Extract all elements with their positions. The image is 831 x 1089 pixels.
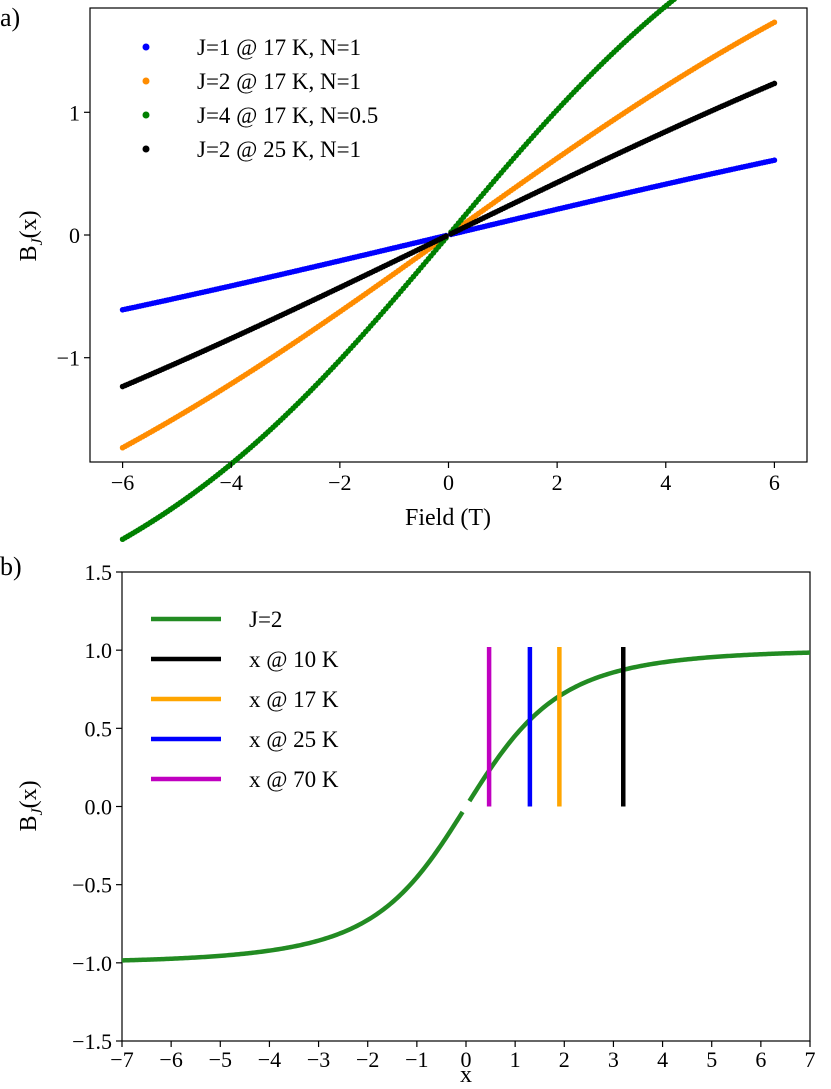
x-tick-label: 2 — [552, 470, 563, 495]
series-4 — [119, 80, 778, 390]
y-tick-label: 0.5 — [85, 716, 113, 741]
panel-a: a) −6 −4 −2 0 2 4 6 −1 0 1 Field (T) BJ(x) J=1 @… — [0, 0, 808, 543]
data-point — [771, 157, 778, 163]
panel-a-label: a) — [0, 3, 20, 32]
y-tick-label: −1.0 — [72, 951, 112, 976]
x-tick-label: −4 — [258, 1047, 281, 1072]
panel-b-x-ticks: −7 −6 −5 −4 −3 −2 −1 0 1 2 3 4 5 6 7 — [110, 1041, 816, 1072]
panel-b-frame — [121, 571, 811, 1042]
panel-a-x-axis-label: Field (T) — [405, 505, 491, 531]
y-tick-label: −1 — [57, 346, 80, 371]
x-tick-label: −7 — [110, 1047, 133, 1072]
y-tick-label: 1.5 — [85, 560, 113, 585]
y-tick-label: −0.5 — [72, 873, 112, 898]
x-tick-label: −2 — [356, 1047, 379, 1072]
panel-b-y-axis-label: BJ(x) — [16, 780, 46, 831]
legend-marker — [142, 111, 150, 119]
x-tick-label: 4 — [657, 1047, 668, 1072]
x-tick-label: 6 — [755, 1047, 766, 1072]
legend-label: J=2 — [249, 607, 282, 632]
x-tick-label: 1 — [510, 1047, 521, 1072]
data-point — [771, 19, 778, 26]
panel-b-legend: J=2 x @ 10 K x @ 17 K x @ 25 K x @ 70 K — [151, 607, 339, 792]
x-tick-label: 5 — [706, 1047, 717, 1072]
panel-a-legend: J=1 @ 17 K, N=1 J=2 @ 17 K, N=1 J=4 @ 17 K… — [142, 35, 378, 162]
panel-a-y-axis-label-main: B — [16, 246, 42, 262]
legend-label: x @ 17 K — [249, 687, 339, 712]
series-1 — [119, 157, 778, 313]
x-tick-label: −6 — [159, 1047, 182, 1072]
series-3 — [119, 0, 678, 543]
data-point — [443, 233, 449, 240]
panel-b-y-axis-label-sub: J — [29, 808, 46, 816]
legend-label: x @ 25 K — [249, 727, 339, 752]
x-tick-label: −2 — [328, 470, 351, 495]
x-tick-label: 7 — [805, 1047, 816, 1072]
x-tick-label: 2 — [559, 1047, 570, 1072]
legend-label: J=2 @ 25 K, N=1 — [197, 137, 361, 162]
panel-a-x-ticks: −6 −4 −2 0 2 4 6 — [111, 462, 780, 495]
x-tick-label: −5 — [209, 1047, 232, 1072]
panel-a-y-ticks: −1 0 1 — [57, 100, 90, 371]
x-tick-label: 0 — [443, 470, 454, 495]
y-tick-label: 0.0 — [85, 795, 113, 820]
legend-label: x @ 70 K — [249, 767, 339, 792]
panel-a-y-axis-label-sub: J — [29, 238, 46, 246]
y-tick-label: 1 — [69, 100, 80, 125]
panel-a-data — [119, 0, 778, 543]
x-tick-label: 4 — [660, 470, 671, 495]
panel-b-x-axis-label: x — [460, 1062, 472, 1088]
panel-b-label: b) — [0, 552, 22, 581]
panel-b-y-axis-label-main: B — [16, 816, 42, 832]
y-tick-label: 0 — [69, 223, 80, 248]
legend-label: J=2 @ 17 K, N=1 — [197, 69, 361, 94]
data-point — [671, 0, 677, 3]
legend-marker — [142, 145, 150, 153]
y-tick-label: −1.5 — [72, 1029, 112, 1054]
panel-a-y-axis-label: BJ(x) — [16, 210, 46, 261]
y-tick-label: 1.0 — [85, 638, 113, 663]
x-tick-label: −1 — [405, 1047, 428, 1072]
data-point — [771, 80, 778, 87]
panel-b-data — [121, 647, 811, 963]
x-tick-label: 0 — [461, 1047, 472, 1072]
legend-marker — [142, 77, 150, 85]
legend-label: J=4 @ 17 K, N=0.5 — [197, 103, 378, 128]
x-tick-label: 6 — [769, 470, 780, 495]
x-tick-label: −4 — [220, 470, 243, 495]
panel-a-y-axis-label-tail: (x) — [16, 210, 42, 238]
panel-b-y-ticks: −1.5 −1.0 −0.5 0.0 0.5 1.0 1.5 — [72, 560, 122, 1054]
legend-label: J=1 @ 17 K, N=1 — [197, 35, 361, 60]
panel-b: b) −7 −6 −5 −4 −3 −2 −1 0 1 2 3 4 5 6 7 −1.5 −1.0 −0.5 0.… — [0, 552, 816, 1088]
panel-b-y-axis-label-tail: (x) — [16, 780, 42, 808]
x-tick-label: −3 — [307, 1047, 330, 1072]
brillouin-curve — [121, 650, 811, 963]
x-tick-label: −6 — [111, 470, 134, 495]
legend-marker — [142, 43, 150, 51]
legend-label: x @ 10 K — [249, 647, 339, 672]
x-tick-label: 3 — [608, 1047, 619, 1072]
